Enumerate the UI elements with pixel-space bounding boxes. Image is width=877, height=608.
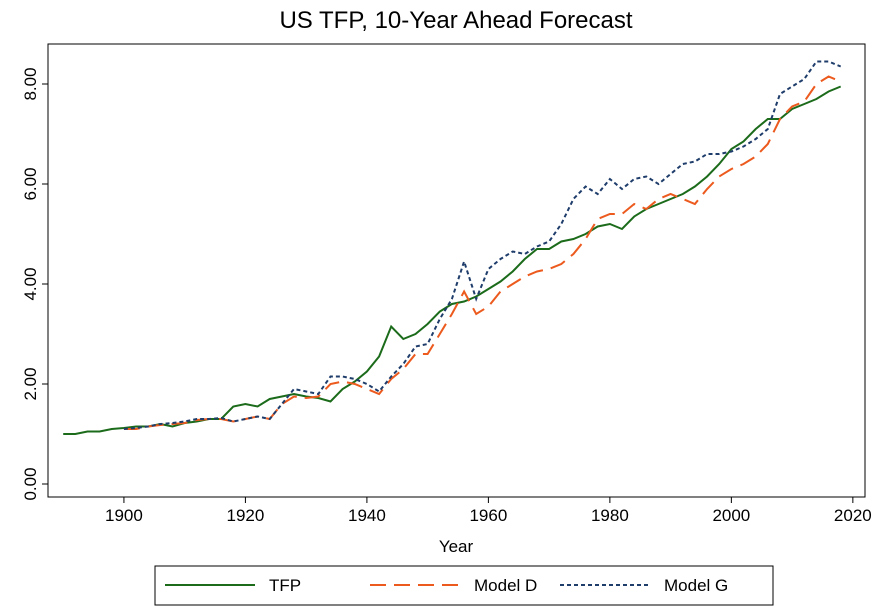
- series-line: [63, 85, 842, 435]
- y-tick-label: 8.00: [21, 67, 40, 100]
- y-tick-label: 2.00: [21, 367, 40, 400]
- chart-title: US TFP, 10-Year Ahead Forecast: [279, 7, 632, 34]
- plot-frame: [47, 43, 866, 498]
- x-tick-label: 1960: [469, 506, 507, 525]
- y-tick-label: 6.00: [21, 167, 40, 200]
- y-tick-label: 0.00: [21, 467, 40, 500]
- series-line: [123, 60, 842, 430]
- legend-label: TFP: [269, 576, 301, 595]
- legend-label: Model G: [664, 576, 728, 595]
- x-tick-label: 2000: [712, 506, 750, 525]
- x-tick-label: 1940: [348, 506, 386, 525]
- x-axis-label: Year: [439, 537, 474, 556]
- x-tick-label: 2020: [834, 506, 872, 525]
- x-tick-label: 1980: [591, 506, 629, 525]
- series-line: [123, 75, 842, 430]
- legend-label: Model D: [474, 576, 537, 595]
- x-tick-label: 1900: [105, 506, 143, 525]
- x-tick-label: 1920: [227, 506, 265, 525]
- y-tick-label: 4.00: [21, 267, 40, 300]
- legend-box: [154, 565, 774, 606]
